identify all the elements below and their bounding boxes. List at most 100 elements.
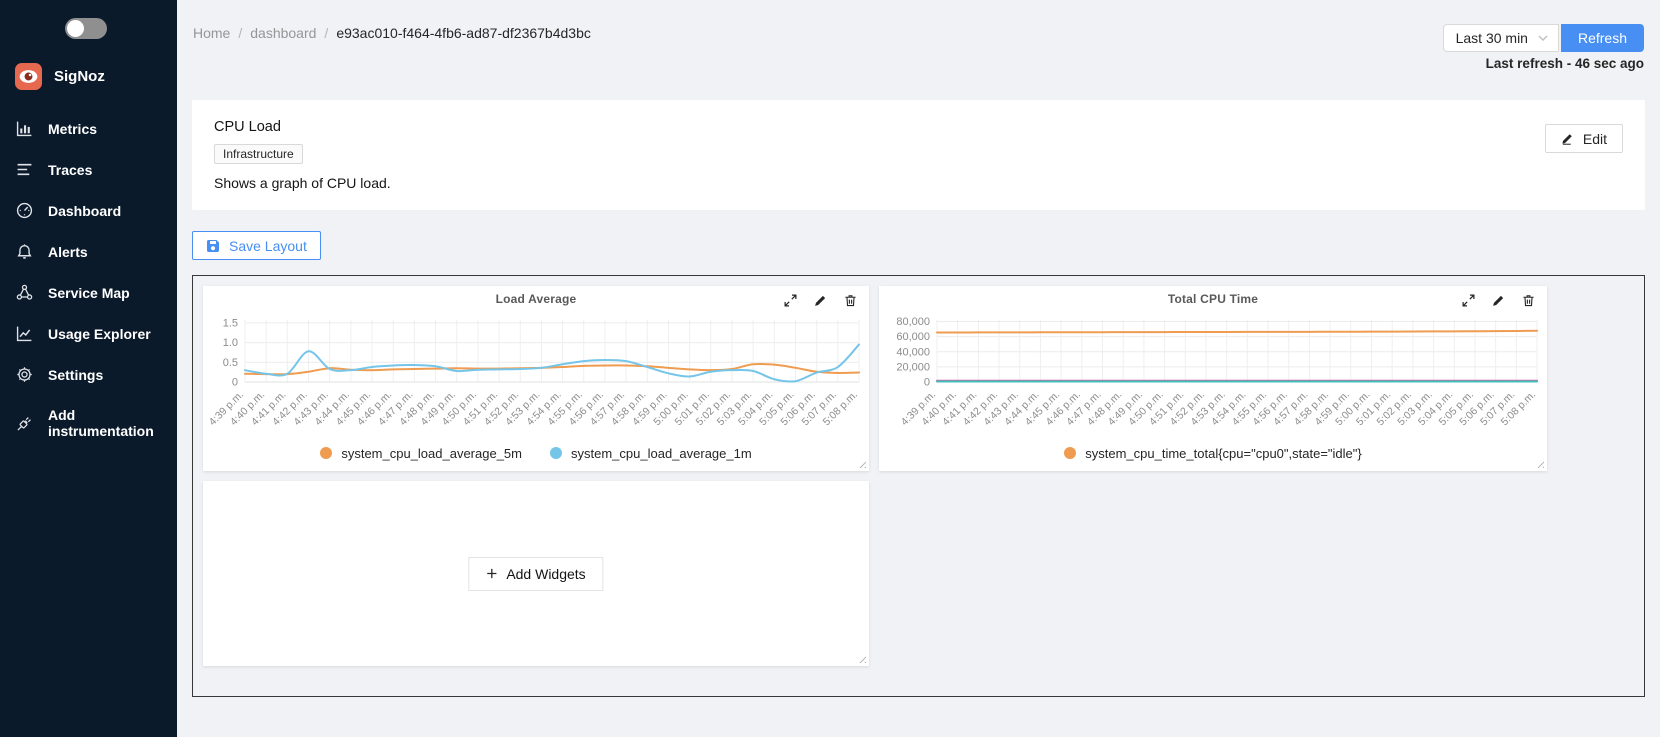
resize-handle[interactable] bbox=[856, 653, 866, 663]
load-average-legend: system_cpu_load_average_5m system_cpu_loa… bbox=[203, 440, 869, 466]
brand[interactable]: SigNoz bbox=[0, 55, 177, 100]
legend-dot bbox=[320, 447, 333, 459]
sidebar-nav: Metrics Traces Dashboard Alerts bbox=[0, 108, 177, 451]
svg-text:0: 0 bbox=[924, 377, 930, 389]
legend-label: system_cpu_load_average_5m bbox=[341, 445, 522, 461]
add-widgets-button[interactable]: Add Widgets bbox=[468, 556, 604, 591]
load-average-chart[interactable]: 0 0.5 1.0 1.5 4:39 p.m.4:40 p.m.4:41 p.m.4:4… bbox=[203, 312, 869, 440]
widget-load-average: Load Average 0 0.5 1.0 1.5 4:39 p.m. 4:40 p.m… bbox=[203, 286, 869, 471]
svg-text:60,000: 60,000 bbox=[896, 331, 930, 343]
sidebar-item-traces[interactable]: Traces bbox=[0, 149, 177, 190]
breadcrumb-separator: / bbox=[238, 25, 243, 41]
delete-widget-icon[interactable] bbox=[844, 294, 857, 307]
edit-dashboard-button[interactable]: Edit bbox=[1544, 124, 1623, 153]
sidebar-item-dashboard[interactable]: Dashboard bbox=[0, 190, 177, 231]
sidebar-item-label: Metrics bbox=[48, 120, 98, 137]
sidebar-item-add-instrumentation[interactable]: Add instrumentation bbox=[0, 395, 177, 451]
time-range-select[interactable]: Last 30 min bbox=[1442, 24, 1559, 52]
edit-button-label: Edit bbox=[1582, 130, 1607, 147]
sidebar-item-label: Dashboard bbox=[48, 202, 122, 219]
topbar: Home / dashboard / e93ac010-f464-4fb6-ad… bbox=[177, 0, 1660, 100]
legend-label: system_cpu_time_total{cpu="cpu0",state="… bbox=[1085, 445, 1362, 461]
sidebar-item-metrics[interactable]: Metrics bbox=[0, 108, 177, 149]
breadcrumb: Home / dashboard / e93ac010-f464-4fb6-ad… bbox=[193, 25, 1644, 41]
widget-actions bbox=[784, 294, 857, 307]
sidebar-item-service-map[interactable]: Service Map bbox=[0, 272, 177, 313]
svg-text:80,000: 80,000 bbox=[896, 316, 930, 328]
service-map-icon bbox=[16, 284, 33, 301]
resize-handle[interactable] bbox=[1534, 458, 1544, 468]
svg-text:1.5: 1.5 bbox=[223, 317, 238, 329]
svg-text:1.0: 1.0 bbox=[223, 337, 238, 349]
widget-empty: Add Widgets bbox=[203, 481, 869, 666]
sidebar-item-label: Traces bbox=[48, 161, 93, 178]
line-chart-icon bbox=[16, 325, 33, 342]
legend-dot bbox=[1064, 447, 1077, 459]
dashboard-description: Shows a graph of CPU load. bbox=[214, 175, 391, 191]
gridlines bbox=[244, 320, 860, 383]
expand-widget-icon[interactable] bbox=[1462, 294, 1475, 307]
sidebar-item-usage-explorer[interactable]: Usage Explorer bbox=[0, 313, 177, 354]
sidebar-item-label: Add instrumentation bbox=[48, 407, 154, 439]
svg-text:0.5: 0.5 bbox=[223, 357, 238, 369]
legend-label: system_cpu_load_average_1m bbox=[571, 445, 752, 461]
expand-widget-icon[interactable] bbox=[784, 294, 797, 307]
edit-widget-icon[interactable] bbox=[1492, 294, 1505, 307]
save-layout-label: Save Layout bbox=[229, 237, 307, 254]
widget-actions bbox=[1462, 294, 1535, 307]
dashboard-title: CPU Load bbox=[214, 119, 281, 135]
main-content: Home / dashboard / e93ac010-f464-4fb6-ad… bbox=[177, 0, 1660, 737]
y-axis-labels: 0 20,000 40,000 60,000 80,000 bbox=[896, 316, 930, 388]
legend-item[interactable]: system_cpu_load_average_1m bbox=[550, 446, 752, 461]
x-axis-labels: 4:39 p.m.4:40 p.m.4:41 p.m.4:42 p.m.4:43… bbox=[207, 389, 860, 428]
widget-title: Load Average bbox=[495, 292, 577, 306]
breadcrumb-dashboard[interactable]: dashboard bbox=[250, 25, 317, 41]
svg-text:0: 0 bbox=[232, 377, 238, 389]
breadcrumb-home[interactable]: Home bbox=[193, 25, 231, 41]
brand-name: SigNoz bbox=[54, 68, 105, 85]
widget-header: Total CPU Time bbox=[879, 286, 1547, 312]
save-layout-button[interactable]: Save Layout bbox=[192, 231, 321, 260]
gear-icon bbox=[16, 366, 33, 383]
legend-item[interactable]: system_cpu_load_average_5m bbox=[320, 446, 522, 461]
sidebar-item-label: Service Map bbox=[48, 284, 130, 301]
last-refresh-text: Last refresh - 46 sec ago bbox=[1485, 56, 1644, 71]
breadcrumb-separator: / bbox=[324, 25, 329, 41]
sidebar-item-settings[interactable]: Settings bbox=[0, 354, 177, 395]
save-icon bbox=[207, 239, 219, 252]
dashboard-info-card: CPU Load Infrastructure Shows a graph of… bbox=[192, 100, 1645, 210]
dashboard-grid: Load Average 0 0.5 1.0 1.5 4:39 p.m. 4:40 p.m… bbox=[192, 275, 1645, 697]
widget-total-cpu-time: Total CPU Time 0 20,000 40,000 60,000 80,000… bbox=[879, 286, 1547, 471]
chevron-down-icon bbox=[1538, 35, 1548, 41]
sidebar: SigNoz Metrics Traces Dashboard bbox=[0, 0, 177, 737]
series-line bbox=[936, 329, 1538, 334]
alert-bell-icon bbox=[16, 243, 33, 260]
sidebar-item-alerts[interactable]: Alerts bbox=[0, 231, 177, 272]
sidebar-item-label: Settings bbox=[48, 366, 104, 383]
align-left-icon bbox=[16, 161, 33, 178]
breadcrumb-current: e93ac010-f464-4fb6-ad87-df2367b4d3bc bbox=[336, 25, 591, 41]
svg-text:20,000: 20,000 bbox=[896, 361, 930, 373]
bar-chart-icon bbox=[16, 120, 33, 137]
gridlines bbox=[936, 320, 1538, 383]
y-axis-labels: 0 0.5 1.0 1.5 bbox=[223, 317, 238, 388]
resize-handle[interactable] bbox=[856, 458, 866, 468]
series-line bbox=[244, 343, 860, 383]
sidebar-item-label: Usage Explorer bbox=[48, 325, 151, 342]
plus-icon bbox=[487, 568, 497, 579]
svg-text:40,000: 40,000 bbox=[896, 346, 930, 358]
widget-header: Load Average bbox=[203, 286, 869, 312]
pencil-icon bbox=[1562, 134, 1572, 145]
dashboard-gauge-icon bbox=[16, 202, 33, 219]
legend-dot bbox=[550, 447, 562, 459]
total-cpu-time-chart[interactable]: 0 20,000 40,000 60,000 80,000 4:39 p.m.4:40 p… bbox=[879, 312, 1547, 440]
signoz-logo-icon bbox=[15, 63, 42, 90]
dashboard-tag: Infrastructure bbox=[214, 144, 303, 164]
theme-toggle[interactable] bbox=[65, 18, 107, 39]
edit-widget-icon[interactable] bbox=[814, 294, 827, 307]
legend-item[interactable]: system_cpu_time_total{cpu="cpu0",state="… bbox=[1064, 445, 1362, 461]
x-axis-labels: 4:39 p.m.4:40 p.m.4:41 p.m.4:42 p.m.4:43… bbox=[899, 389, 1538, 428]
refresh-button[interactable]: Refresh bbox=[1560, 24, 1644, 52]
delete-widget-icon[interactable] bbox=[1522, 294, 1535, 307]
